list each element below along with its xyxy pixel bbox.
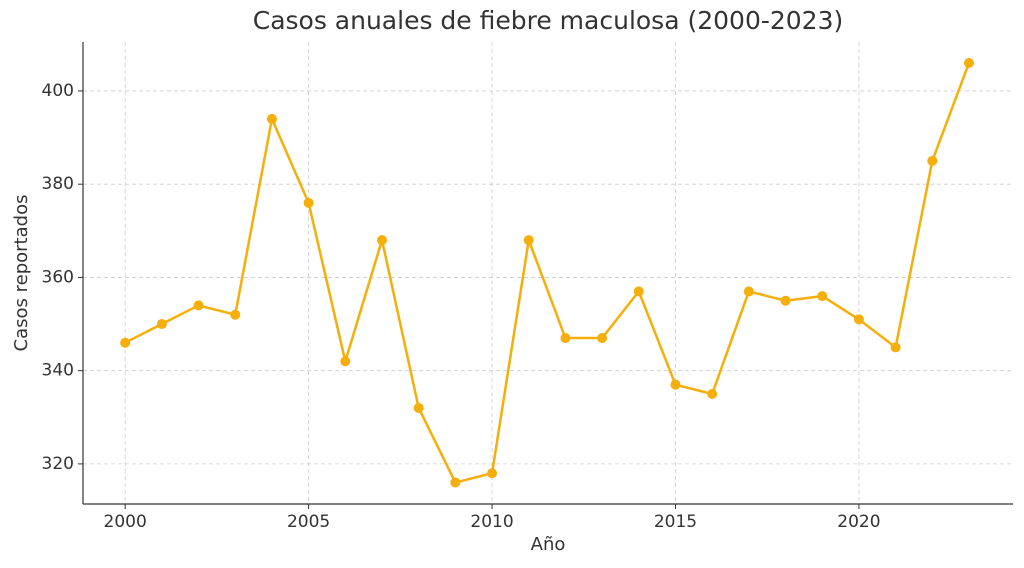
data-point	[597, 333, 608, 344]
series-line	[124, 62, 971, 485]
data-point	[230, 309, 241, 320]
y-tick-label: 340	[42, 361, 74, 381]
data-point	[156, 319, 167, 330]
data-point	[963, 57, 974, 68]
x-tick-label: 2005	[287, 512, 330, 532]
x-axis-label: Año	[531, 534, 566, 555]
data-point	[853, 314, 864, 325]
data-point	[633, 286, 644, 297]
data-point	[780, 295, 791, 306]
data-point	[376, 235, 387, 246]
data-point	[560, 333, 571, 344]
y-tick-label: 320	[42, 454, 74, 474]
y-axis-label: Casos reportados	[11, 195, 32, 352]
data-point	[670, 379, 681, 390]
y-tick-label: 380	[42, 174, 74, 194]
data-point	[340, 356, 351, 367]
y-tick-label: 400	[42, 81, 74, 101]
data-point	[487, 468, 498, 479]
data-point	[193, 300, 204, 311]
data-point	[927, 155, 938, 166]
chart-title: Casos anuales de fiebre maculosa (2000-2…	[253, 6, 844, 35]
data-point	[266, 113, 277, 124]
data-point	[817, 291, 828, 302]
data-point	[120, 337, 131, 348]
data-point	[743, 286, 754, 297]
data-point	[890, 342, 901, 353]
data-point	[707, 388, 718, 399]
y-tick-label: 360	[42, 267, 74, 287]
data-point	[523, 235, 534, 246]
data-point	[450, 477, 461, 488]
x-tick-label: 2010	[470, 512, 513, 532]
data-point	[303, 197, 314, 208]
x-tick-label: 2000	[104, 512, 147, 532]
data-point	[413, 402, 424, 413]
x-tick-label: 2020	[837, 512, 880, 532]
x-tick-label: 2015	[654, 512, 697, 532]
